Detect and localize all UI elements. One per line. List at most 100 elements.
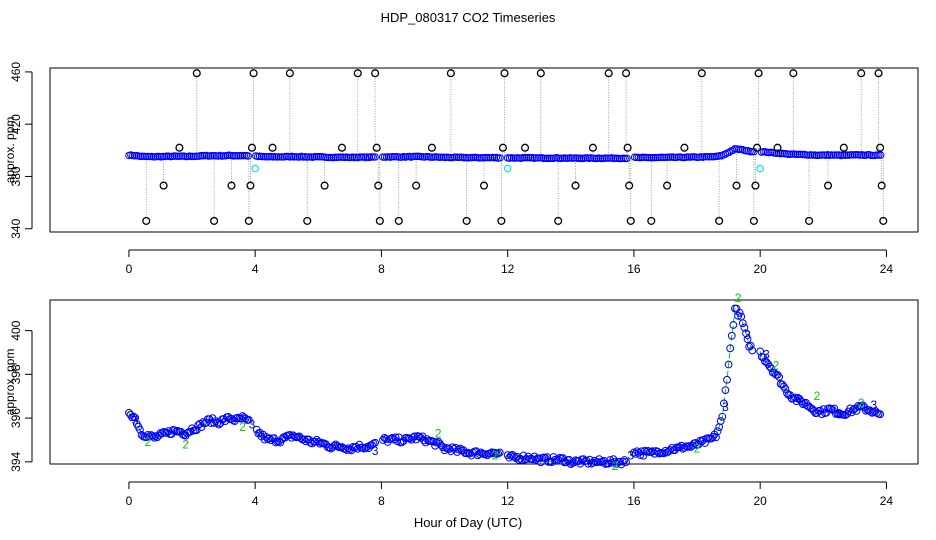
flag-point <box>497 216 506 225</box>
flag-point <box>246 181 255 190</box>
co2-point <box>723 375 731 384</box>
flag-point <box>752 143 762 152</box>
co2-point <box>852 150 860 159</box>
co2-point <box>495 448 504 457</box>
co2-point <box>437 153 446 161</box>
y-tick-label: 460 <box>9 62 23 82</box>
co2-point <box>661 446 670 455</box>
co2-point <box>729 321 738 329</box>
label-3-marker: 3 <box>722 400 729 414</box>
top-x-axis: 0 4 8 12 16 20 24 <box>126 249 893 276</box>
flag-point <box>268 143 277 152</box>
co2-point <box>636 451 645 459</box>
co2-point <box>735 308 744 317</box>
co2-point <box>584 459 593 468</box>
flag-point <box>623 143 632 152</box>
co2-point <box>545 154 554 163</box>
label-3-marker: 3 <box>627 448 634 462</box>
co2-point <box>664 153 673 161</box>
co2-point <box>554 455 563 464</box>
flag-point <box>498 143 507 152</box>
co2-point <box>588 458 597 467</box>
co2-point <box>371 438 380 447</box>
co2-point <box>759 148 768 156</box>
y-tick-label: 420 <box>9 114 23 134</box>
label-2-marker: 2 <box>145 435 152 449</box>
flag-point <box>625 181 634 190</box>
flag-point <box>857 69 866 78</box>
flag-point <box>337 143 347 152</box>
x-tick-label: 4 <box>252 262 259 276</box>
flag-point <box>244 216 253 225</box>
x-tick-label: 16 <box>627 262 641 276</box>
label-2-marker: 2 <box>735 291 742 305</box>
y-tick-label: 394 <box>9 451 23 471</box>
flag-point <box>394 216 403 225</box>
flag-point <box>588 143 597 152</box>
co2-point <box>371 153 379 161</box>
co2-point <box>726 344 735 353</box>
flag-point <box>754 69 763 78</box>
co2-point <box>244 152 252 160</box>
label-3-marker: 3 <box>249 418 256 432</box>
y-tick-label: 340 <box>9 218 23 238</box>
co2-point <box>342 446 351 454</box>
flag-point <box>446 69 455 78</box>
y-tick-label: 398 <box>9 364 23 384</box>
series-line <box>256 429 376 452</box>
chart-title: HDP_080317 CO2 Timeseries <box>381 10 556 25</box>
co2-point <box>708 433 717 441</box>
bottom-x-axis: 0 4 8 12 16 20 24 <box>126 481 894 508</box>
flag-point <box>879 216 888 225</box>
flag-point <box>626 216 635 225</box>
co2-point <box>713 427 722 436</box>
label-3-marker: 3 <box>836 407 843 421</box>
co2-point <box>781 385 790 393</box>
co2-point <box>491 448 499 457</box>
co2-point <box>685 442 694 450</box>
co2-point <box>797 150 805 159</box>
bottom-plot-box <box>49 299 919 465</box>
post-cal-point <box>756 164 764 173</box>
label-2-marker: 2 <box>239 420 246 434</box>
co2-point <box>740 323 749 332</box>
co2-point <box>240 151 249 160</box>
co2-point <box>244 415 253 424</box>
flag-point <box>303 216 312 225</box>
x-tick-label: 0 <box>126 262 133 276</box>
flag-point <box>285 69 294 78</box>
label-2-marker: 2 <box>858 396 865 410</box>
top-panel: 0 4 8 12 16 20 24 340 380 420 460 approx. ppm <box>3 62 919 276</box>
label-2-marker: 2 <box>694 442 701 456</box>
label-3-marker: 3 <box>795 391 802 405</box>
co2-point <box>265 434 274 443</box>
co2-point <box>779 382 788 391</box>
x-tick-label: 4 <box>252 494 259 508</box>
co2-point <box>846 151 855 159</box>
flag-point <box>159 181 168 190</box>
x-tick-label: 24 <box>880 494 894 508</box>
flag-point <box>247 143 257 152</box>
co2-point <box>876 410 885 419</box>
co2-point <box>756 347 765 356</box>
label-2-marker: 2 <box>612 459 619 473</box>
co2-point <box>683 443 692 451</box>
flag-point <box>680 143 689 152</box>
label-2-marker: 2 <box>182 437 189 451</box>
co2-point <box>517 456 526 464</box>
x-tick-label: 12 <box>501 262 515 276</box>
flag-point <box>249 69 258 78</box>
flag-point <box>371 69 380 78</box>
flag-point <box>142 216 151 225</box>
co2-point <box>454 445 463 454</box>
co2-point <box>522 153 531 162</box>
flag-point <box>536 69 545 78</box>
co2-point <box>300 435 308 444</box>
co2-point <box>791 393 799 402</box>
co2-point <box>708 153 716 161</box>
top-plot-box <box>49 67 919 233</box>
co2-point <box>748 346 757 355</box>
co2-point <box>729 146 737 154</box>
flag-point <box>210 216 219 225</box>
flag-point <box>789 69 798 78</box>
